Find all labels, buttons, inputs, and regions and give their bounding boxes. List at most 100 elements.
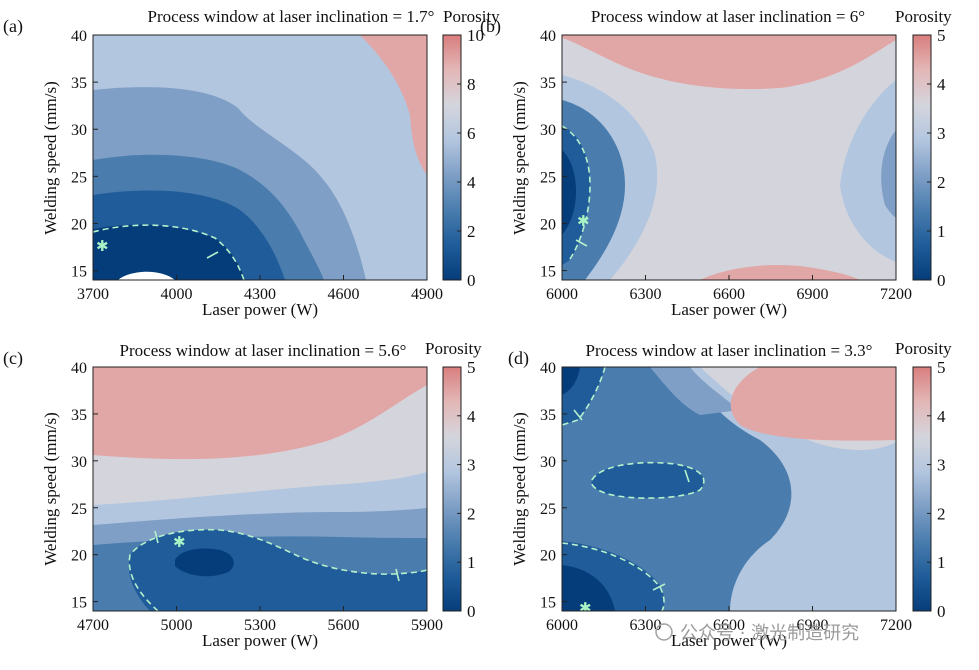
- region-c-l0: [175, 548, 234, 577]
- colorbar-gradient-c: [442, 366, 462, 612]
- colorbar-tick-label-a: 2: [467, 222, 476, 241]
- y-tick-label-b: 35: [540, 75, 556, 92]
- y-tick-label-a: 30: [71, 122, 87, 139]
- colorbar-tick-label-c: 1: [467, 553, 476, 572]
- panel-d: (d) Process window at laser inclination …: [508, 339, 952, 650]
- region-a-high: [360, 35, 427, 175]
- y-tick-label-a: 40: [71, 28, 87, 45]
- panel-label-b: (b): [480, 16, 501, 37]
- region-d-l0-bot: [562, 565, 615, 611]
- colorbar-gradient-d: [912, 366, 932, 612]
- x-tick-label-c: 5300: [244, 617, 276, 634]
- contour-tick-d-2: [684, 469, 690, 483]
- contour-tick-d-1: [573, 409, 583, 421]
- panel-label-c: (c): [3, 348, 23, 369]
- y-tick-label-d: 20: [540, 548, 556, 565]
- x-tick-label-b: 7200: [880, 286, 912, 303]
- contour-fill-b: ✱: [562, 35, 896, 280]
- panel-label-d: (d): [508, 348, 529, 369]
- y-tick-label-c: 35: [71, 407, 87, 424]
- colorbar-tick-label-a: 0: [467, 271, 476, 290]
- contour-fill-a: ✱: [93, 35, 427, 280]
- colorbar-tick-label-d: 3: [937, 456, 946, 475]
- colorbar-tick-label-a: 10: [467, 26, 484, 45]
- x-tick-label-d: 6600: [713, 617, 745, 634]
- optimum-marker-c: ✱: [173, 535, 186, 551]
- x-tick-label-d: 7200: [880, 617, 912, 634]
- y-tick-label-b: 25: [540, 169, 556, 186]
- wechat-icon: [655, 623, 673, 641]
- ylabel-a: Welding speed (mm/s): [41, 81, 60, 235]
- xlabel-d: Laser power (W): [671, 631, 787, 650]
- region-d-high: [730, 367, 896, 441]
- panel-a: (a) Process window at laser inclination …: [3, 7, 500, 319]
- colorbar-tick-label-b: 2: [937, 173, 946, 192]
- colorbar-tick-label-d: 4: [937, 407, 946, 426]
- x-tick-label-c: 4700: [77, 617, 109, 634]
- title-b: Process window at laser inclination = 6°: [591, 7, 865, 26]
- x-tick-label-a: 4300: [244, 286, 276, 303]
- colorbar-tick-label-a: 6: [467, 124, 476, 143]
- colorbar-gradient-b: [912, 34, 932, 281]
- colorbar-tick-label-d: 2: [937, 504, 946, 523]
- colorbar-gradient-a: [442, 34, 462, 281]
- x-tick-label-d: 6000: [546, 617, 578, 634]
- colorbar-tick-label-d: 5: [937, 358, 946, 377]
- contour-dashed-a: [93, 224, 245, 280]
- axes-d: 6000 6300 6600 6900 7200 15 20 25 30 35 40: [540, 360, 912, 634]
- colorbar-tick-label-c: 2: [467, 504, 476, 523]
- region-b-right-l4: [840, 80, 896, 262]
- y-tick-label-d: 40: [540, 360, 556, 377]
- optimum-marker-b: ✱: [577, 214, 590, 230]
- region-b-top-high: [562, 35, 896, 90]
- y-tick-label-b: 30: [540, 122, 556, 139]
- colorbar-tick-label-a: 4: [467, 173, 476, 192]
- xlabel-b: Laser power (W): [671, 300, 787, 319]
- x-tick-label-b: 6600: [713, 286, 745, 303]
- colorbar-tick-label-b: 0: [937, 271, 946, 290]
- watermark-text: 公众号 · 激光制造研究: [680, 623, 859, 644]
- y-tick-label-b: 20: [540, 216, 556, 233]
- panel-c: (c) Process window at laser inclination …: [3, 339, 482, 650]
- region-a-white: [118, 271, 175, 280]
- x-tick-label-a: 4900: [411, 286, 443, 303]
- region-b-right-l3: [881, 130, 896, 218]
- region-d-l1-mid: [591, 462, 704, 499]
- y-tick-label-d: 25: [540, 501, 556, 518]
- colorbar-a: 0 2 4 6 8 10: [442, 26, 484, 290]
- axes-b: 6000 6300 6600 6900 7200 15 20 25 30 35 40: [540, 28, 912, 303]
- watermark: 公众号 · 激光制造研究: [655, 623, 859, 644]
- colorbar-label-a: Porosity: [443, 7, 500, 26]
- colorbar-tick-label-b: 5: [937, 26, 946, 45]
- colorbar-d: 0 1 2 3 4 5: [912, 358, 946, 621]
- region-d-l0-top: [562, 367, 580, 395]
- y-tick-label-c: 20: [71, 548, 87, 565]
- panel-b: (b) Process window at laser inclination …: [480, 7, 952, 319]
- colorbar-tick-label-c: 4: [467, 407, 476, 426]
- contour-tick-c-2: [395, 568, 400, 582]
- colorbar-tick-label-a: 8: [467, 75, 476, 94]
- contour-tick-b: [575, 239, 588, 247]
- x-tick-label-b: 6000: [546, 286, 578, 303]
- optimum-marker-d: ✱: [579, 601, 592, 617]
- y-tick-label-c: 30: [71, 454, 87, 471]
- title-c: Process window at laser inclination = 5.…: [120, 341, 407, 360]
- colorbar-label-b: Porosity: [895, 7, 952, 26]
- x-tick-label-b: 6900: [797, 286, 829, 303]
- contour-tick-c-1: [154, 530, 159, 544]
- ylabel-b: Welding speed (mm/s): [510, 81, 529, 235]
- y-tick-label-d: 30: [540, 454, 556, 471]
- colorbar-c: 0 1 2 3 4 5: [442, 358, 476, 621]
- x-tick-label-c: 5000: [161, 617, 193, 634]
- region-a-l0: [93, 224, 245, 280]
- colorbar-tick-label-b: 4: [937, 75, 946, 94]
- y-tick-label-a: 35: [71, 75, 87, 92]
- contour-dashed-d-top: [562, 367, 606, 426]
- contour-dashed-c: [128, 528, 427, 611]
- y-tick-label-c: 25: [71, 501, 87, 518]
- y-tick-label-a: 25: [71, 169, 87, 186]
- contour-fill-d: ✱: [562, 367, 896, 617]
- colorbar-tick-label-c: 3: [467, 456, 476, 475]
- x-tick-label-a: 4600: [328, 286, 360, 303]
